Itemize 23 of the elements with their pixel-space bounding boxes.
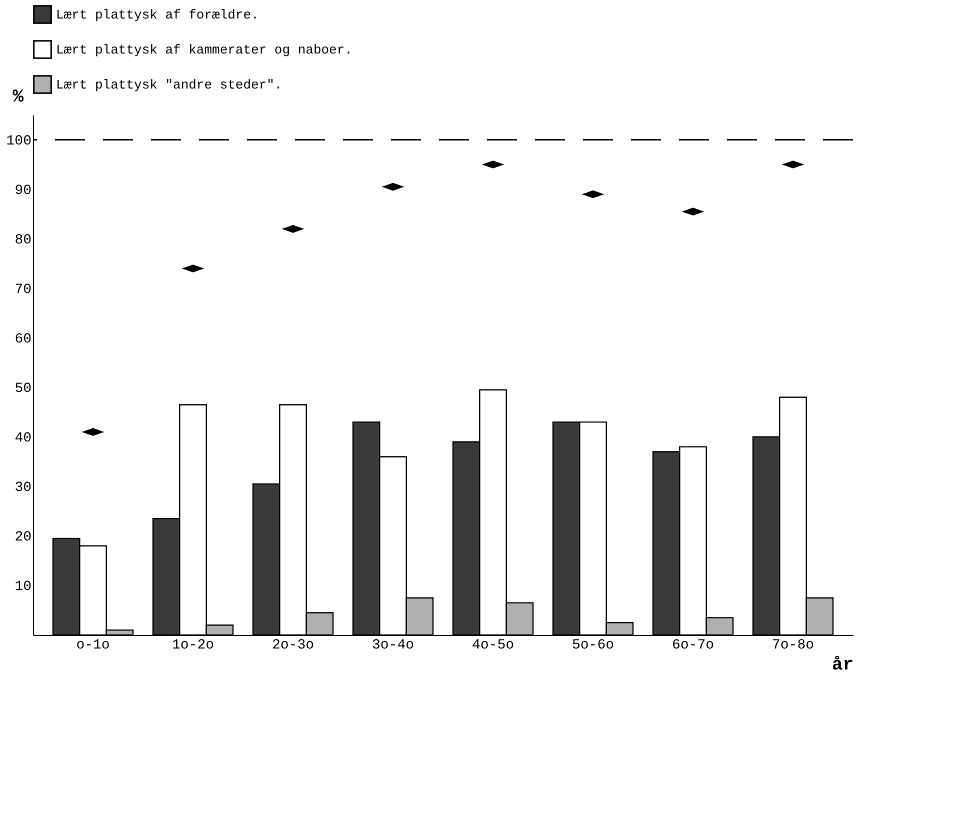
x-tick-label: 6o-7o (672, 638, 714, 654)
legend-label: Lært plattysk "andre steder". (56, 78, 282, 92)
x-tick-label: 5o-6o (572, 638, 614, 654)
x-tick-label: o-1o (76, 638, 110, 654)
y-tick-label: 90 (14, 182, 32, 199)
y-tick-label: 20 (14, 529, 32, 546)
y-tick-label: 30 (14, 480, 32, 496)
y-tick-label: 10 (14, 578, 32, 595)
x-tick-label: 3o-4o (372, 638, 414, 654)
y-tick-label: 80 (14, 232, 32, 248)
y-tick-label: 40 (14, 430, 32, 446)
x-tick-label: 2o-3o (272, 638, 314, 654)
x-axis-title: år (832, 656, 854, 676)
legend-label: Lært plattysk af forældre. (56, 8, 259, 22)
y-tick-label: 50 (14, 380, 32, 397)
x-tick-label: 7o-8o (772, 638, 814, 654)
x-tick-label: 4o-5o (472, 638, 514, 654)
x-tick-label: 1o-2o (172, 638, 214, 654)
y-tick-label: 60 (14, 331, 32, 348)
legend-label: Lært plattysk af kammerater og naboer. (56, 42, 352, 58)
y-tick-label: 70 (14, 282, 32, 298)
y-axis-title: % (12, 88, 24, 108)
y-tick-label: 100 (6, 133, 32, 150)
